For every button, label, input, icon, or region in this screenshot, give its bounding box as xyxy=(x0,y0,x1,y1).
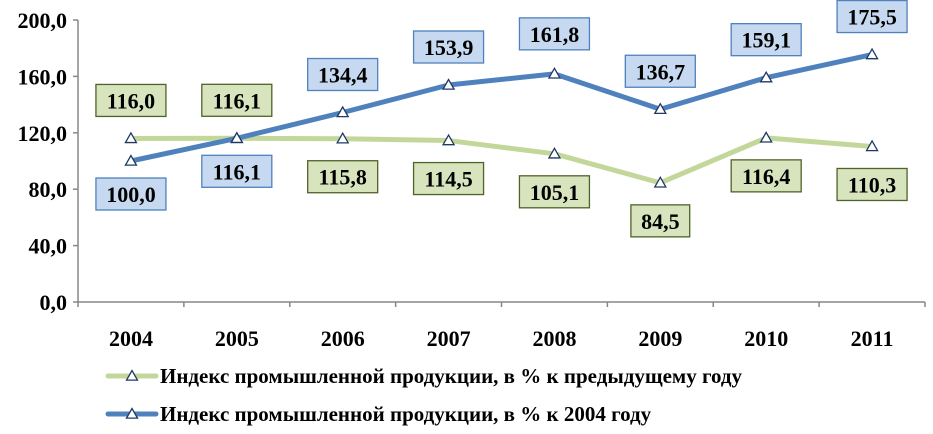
x-tick-label: 2008 xyxy=(532,326,576,351)
data-label-text: 116,1 xyxy=(213,88,261,113)
series-0-marker xyxy=(547,146,562,159)
data-label-box xyxy=(307,57,379,92)
series-1-marker xyxy=(336,105,350,118)
series-1-data-label: 100,0 xyxy=(95,177,167,211)
y-tick-label: 200,0 xyxy=(18,8,68,33)
series-1-data-label: 153,9 xyxy=(412,30,485,64)
legend-marker xyxy=(125,369,139,381)
series-markers xyxy=(124,47,879,188)
legend-entry-1: Индекс промышленной продукции, в % к 200… xyxy=(105,402,652,426)
data-label-box xyxy=(518,175,591,209)
data-label-box xyxy=(730,23,802,57)
data-label-text: 105,1 xyxy=(530,180,580,205)
x-tick-label: 2006 xyxy=(321,326,365,351)
series-line-1 xyxy=(128,52,875,164)
legend: Индекс промышленной продукции, в % к пре… xyxy=(105,364,742,426)
data-label-text: 84,5 xyxy=(641,209,680,234)
series-1-marker xyxy=(759,70,773,83)
data-label-text: 175,5 xyxy=(847,5,897,30)
series-0-data-label: 110,3 xyxy=(836,167,908,202)
data-label-box xyxy=(95,83,167,118)
series-1-data-label: 116,1 xyxy=(201,154,273,188)
y-tick-label: 0,0 xyxy=(40,290,68,315)
data-label-box xyxy=(201,83,273,117)
data-label-text: 114,5 xyxy=(424,167,472,192)
x-axis-tick-labels: 2004 2005 2006 2007 2008 2009 2010 2011 xyxy=(77,302,926,351)
series-1-marker xyxy=(124,154,138,166)
series-0-marker xyxy=(653,176,667,188)
data-label-text: 116,4 xyxy=(742,164,790,189)
series-1-marker xyxy=(547,67,562,79)
series-1-data-label: 136,7 xyxy=(624,54,696,88)
data-label-box xyxy=(836,0,908,34)
series-1-marker xyxy=(230,131,244,144)
data-label-box xyxy=(412,30,485,64)
series-0-marker xyxy=(441,133,456,146)
series-lines xyxy=(128,52,875,186)
data-label-box xyxy=(836,167,908,202)
series-0-data-label: 114,5 xyxy=(412,161,485,196)
x-tick-label: 2004 xyxy=(109,326,153,351)
series-0-data-label: 116,1 xyxy=(201,83,273,117)
data-labels: 116,0 116,1 115,8 114,5 105,1 84,5 116,4 110,3 1… xyxy=(95,0,908,238)
series-0-marker xyxy=(124,131,138,144)
data-label-text: 136,7 xyxy=(636,59,686,84)
legend-label: Индекс промышленной продукции, в % к пре… xyxy=(160,364,742,388)
y-tick-label: 120,0 xyxy=(18,121,68,146)
x-tick-label: 2010 xyxy=(744,326,788,351)
series-1-marker xyxy=(865,47,879,60)
series-0-marker xyxy=(759,131,773,143)
y-tick-label: 160,0 xyxy=(18,64,68,89)
data-label-text: 110,3 xyxy=(848,172,896,197)
x-tick-label: 2009 xyxy=(638,326,682,351)
series-1-marker xyxy=(441,78,456,90)
data-label-text: 153,9 xyxy=(424,35,474,60)
legend-label: Индекс промышленной продукции, в % к 200… xyxy=(160,402,652,426)
data-label-box xyxy=(412,161,485,196)
series-0-data-label: 116,0 xyxy=(95,83,167,118)
data-label-box xyxy=(95,177,167,211)
x-tick-label: 2007 xyxy=(427,326,471,351)
series-0-data-label: 105,1 xyxy=(518,175,591,209)
data-label-text: 116,1 xyxy=(213,159,261,184)
series-0-marker xyxy=(336,131,350,144)
series-1-data-label: 161,8 xyxy=(518,17,591,51)
legend-entry-0: Индекс промышленной продукции, в % к пре… xyxy=(105,364,742,388)
series-1-data-label: 134,4 xyxy=(307,57,379,92)
y-tick-label: 80,0 xyxy=(29,177,68,202)
data-label-box xyxy=(518,17,591,51)
data-label-box xyxy=(201,154,273,188)
data-label-text: 161,8 xyxy=(530,22,580,47)
data-label-text: 100,0 xyxy=(106,182,156,207)
series-1-data-label: 159,1 xyxy=(730,23,802,57)
data-label-text: 134,4 xyxy=(318,62,368,87)
y-tick-label: 40,0 xyxy=(29,234,68,259)
data-label-box xyxy=(624,54,696,88)
series-1-data-label: 175,5 xyxy=(836,0,908,34)
data-label-box xyxy=(307,160,379,194)
series-0-data-label: 115,8 xyxy=(307,160,379,194)
data-label-box xyxy=(630,204,691,238)
series-line-0 xyxy=(128,135,875,186)
series-0-data-label: 116,4 xyxy=(730,159,802,193)
x-tick-label: 2005 xyxy=(215,326,259,351)
data-label-text: 159,1 xyxy=(741,28,791,53)
legend-marker xyxy=(125,407,139,419)
x-tick-label: 2011 xyxy=(851,326,894,351)
series-1-marker xyxy=(653,102,667,115)
series-0-data-label: 84,5 xyxy=(630,204,691,238)
data-label-box xyxy=(730,159,802,193)
series-0-marker xyxy=(865,139,879,152)
y-axis-tick-labels: 0,0 40,0 80,0 120,0 160,0 200,0 xyxy=(18,8,78,315)
data-label-text: 116,0 xyxy=(107,88,155,113)
data-label-text: 115,8 xyxy=(319,165,367,190)
